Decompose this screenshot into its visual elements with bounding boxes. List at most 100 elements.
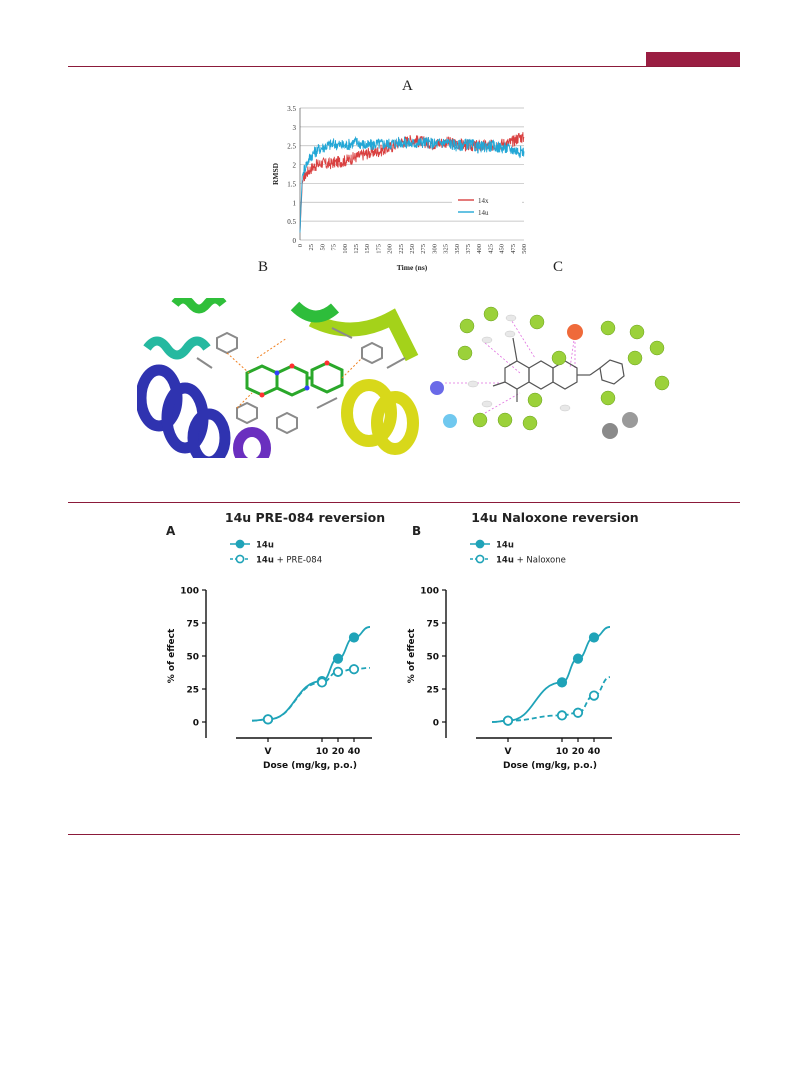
rmsd-y-tick: 3.5 (287, 105, 296, 113)
rmsd-x-tick: 200 (387, 244, 394, 254)
dose-response-panel-b: B 14u Naloxone reversion 14u 14u + Naloxo… (400, 508, 645, 788)
section-rule-2 (68, 834, 740, 835)
panel-b-title: 14u Naloxone reversion (471, 510, 639, 525)
helix-teal (143, 336, 211, 360)
data-point-filled (556, 677, 568, 688)
legend-filled-marker (475, 539, 485, 549)
helix-green-top (171, 298, 227, 314)
residue-bubble-gray-2 (622, 412, 638, 428)
rmsd-y-tick: 1.5 (287, 180, 296, 188)
interaction-diagram-image (425, 298, 685, 448)
panel-label-c: C (553, 259, 564, 275)
rmsd-series-14u (299, 135, 525, 233)
panel-a-title: 14u PRE-084 reversion (224, 510, 386, 525)
rmsd-x-tick: 400 (476, 244, 483, 254)
panel-b-letter: B (412, 524, 422, 538)
rmsd-x-tick: 375 (465, 244, 472, 254)
rmsd-legend-box (452, 192, 522, 220)
rmsd-y-tick: 3 (293, 124, 297, 132)
helix-blue (137, 364, 231, 458)
residue-sticks (196, 327, 406, 435)
y-tick-label: 50 (426, 653, 439, 663)
legend-label: 14u + Naloxone (496, 556, 566, 566)
dose-response-chart-b: 14u 14u + Naloxone 0 25 50 75 100 V 10 20 40 Dose (… (407, 539, 612, 771)
rmsd-x-tick: 300 (431, 244, 438, 254)
y-tick-label: 0 (193, 719, 199, 729)
rmsd-x-tick: 175 (375, 244, 382, 254)
y-tick-label: 50 (186, 653, 199, 663)
y-axis-label: % of effect (407, 628, 417, 683)
oxygen-atoms (259, 360, 330, 398)
data-point-open (348, 664, 360, 675)
rmsd-x-tick: 250 (409, 244, 416, 254)
data-point-open (556, 710, 568, 721)
data-point-filled (348, 632, 360, 643)
data-point-open (262, 714, 274, 725)
water-bubbles (467, 314, 571, 412)
header-accent-tab (646, 52, 740, 66)
data-point-open (316, 677, 328, 688)
rmsd-legend-label: 14x (478, 197, 489, 205)
x-axis-label: Dose (mg/kg, p.o.) (263, 761, 357, 771)
rmsd-x-tick: 0 (297, 244, 304, 247)
legend-label: 14u (256, 541, 274, 551)
legend-label: 14u (496, 541, 514, 551)
rmsd-x-tick: 50 (319, 244, 326, 251)
panel-label-b: B (258, 259, 269, 275)
rmsd-x-tick: 450 (499, 244, 506, 254)
rmsd-y-tick: 0 (293, 237, 297, 245)
rmsd-x-tick: 350 (454, 244, 461, 254)
x-tick-label: 40 (588, 747, 601, 757)
nitrogen-atoms (274, 370, 310, 391)
dose-response-chart-a: 14u 14u + PRE-084 0 25 50 75 100 V 10 20 40 Dose (m… (167, 539, 372, 771)
section-rule-1 (68, 502, 740, 503)
x-tick-label: 10 (556, 747, 569, 757)
helix-purple (233, 427, 271, 458)
data-point-filled (332, 653, 344, 664)
data-point-filled (572, 653, 584, 664)
rmsd-y-tick: 2 (293, 162, 297, 170)
y-tick-label: 0 (433, 719, 439, 729)
series-line-open (251, 666, 371, 722)
rmsd-y-tick: 0.5 (287, 218, 296, 226)
y-tick-label: 75 (426, 620, 439, 630)
residue-bubbles-green (457, 306, 670, 431)
x-tick-label: V (265, 747, 272, 757)
legend-label: 14u + PRE-084 (256, 556, 322, 566)
beta-sheet-yellowgreen (308, 308, 419, 362)
x-tick-label: V (505, 747, 512, 757)
x-axis-label: Dose (mg/kg, p.o.) (503, 761, 597, 771)
helix-yellow (341, 379, 419, 455)
hbond-dashes (226, 337, 363, 409)
y-tick-label: 100 (180, 587, 199, 597)
x-tick-label: 20 (572, 747, 585, 757)
data-point-open (572, 707, 584, 718)
y-axis-label: % of effect (167, 628, 177, 683)
residue-bubble-gray-1 (602, 423, 618, 439)
legend-open-marker (475, 554, 485, 564)
rmsd-x-tick: 500 (521, 244, 528, 254)
data-point-open (332, 666, 344, 677)
data-point-filled (588, 632, 600, 643)
rmsd-x-tick: 25 (308, 244, 315, 251)
panel-a-letter: A (166, 524, 176, 538)
y-tick-label: 25 (426, 686, 439, 696)
x-tick-label: 20 (332, 747, 345, 757)
rmsd-x-tick: 325 (443, 244, 450, 254)
rmsd-x-tick: 275 (420, 244, 427, 254)
data-point-open (502, 715, 514, 726)
data-point-open (588, 690, 600, 701)
residue-bubble-orange (567, 324, 583, 340)
rmsd-x-tick: 150 (364, 244, 371, 254)
legend-filled-marker (235, 539, 245, 549)
rmsd-x-tick: 125 (353, 244, 360, 254)
protein-structure-image (137, 298, 419, 458)
x-tick-label: 40 (348, 747, 361, 757)
residue-bubble-lightblue (443, 414, 457, 428)
rmsd-x-tick: 100 (342, 244, 349, 254)
x-tick-label: 10 (316, 747, 329, 757)
rmsd-y-label: RMSD (271, 162, 280, 185)
rmsd-y-tick: 2.5 (287, 143, 296, 151)
rmsd-x-tick: 75 (331, 244, 338, 251)
y-tick-label: 25 (186, 686, 199, 696)
